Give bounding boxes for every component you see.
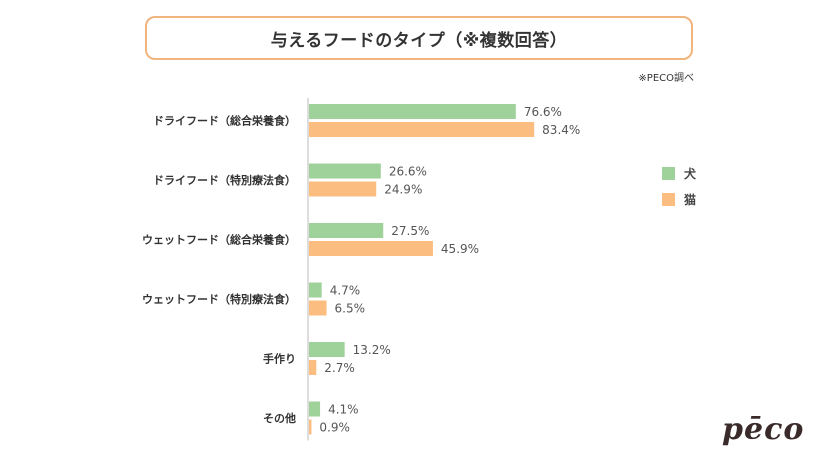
category-label: 手作り (263, 352, 296, 366)
value-label: 27.5% (391, 224, 429, 238)
legend-label: 犬 (684, 166, 697, 181)
value-label: 4.1% (328, 403, 359, 417)
value-label: 2.7% (324, 361, 355, 375)
value-label: 76.6% (524, 105, 562, 119)
value-label: 45.9% (441, 242, 479, 256)
category-label: その他 (263, 411, 296, 425)
category-label: ドライフード（総合栄養食） (153, 114, 296, 128)
category-label: ウェットフード（総合栄養食） (142, 233, 296, 247)
bar-dog (309, 163, 381, 179)
bar-cat (309, 360, 317, 375)
bar-cat (309, 300, 327, 316)
bar-cat (309, 241, 433, 256)
value-label: 4.7% (330, 284, 361, 298)
bar-dog (309, 223, 384, 238)
legend-swatch (662, 167, 675, 180)
category-label: ドライフード（特別療法食） (153, 173, 296, 187)
value-label: 26.6% (389, 165, 427, 179)
bar-cat (309, 419, 312, 435)
bar-cat (309, 122, 535, 137)
value-label: 83.4% (542, 123, 580, 137)
bar-dog (309, 342, 345, 357)
legend-label: 猫 (684, 192, 696, 207)
value-label: 6.5% (335, 302, 366, 316)
chart-title: 与えるフードのタイプ（※複数回答） (145, 16, 693, 60)
bar-dog (309, 104, 516, 119)
bar-cat (309, 181, 377, 197)
value-label: 0.9% (319, 421, 350, 435)
bar-dog (309, 401, 321, 417)
value-label: 13.2% (353, 343, 391, 357)
category-label: ウェットフード（特別療法食） (142, 292, 296, 306)
legend-swatch (662, 193, 675, 206)
peco-logo: pēco (722, 412, 805, 447)
source-note: ※PECO調べ (638, 73, 694, 84)
value-label: 24.9% (384, 183, 422, 197)
bar-dog (309, 282, 322, 298)
